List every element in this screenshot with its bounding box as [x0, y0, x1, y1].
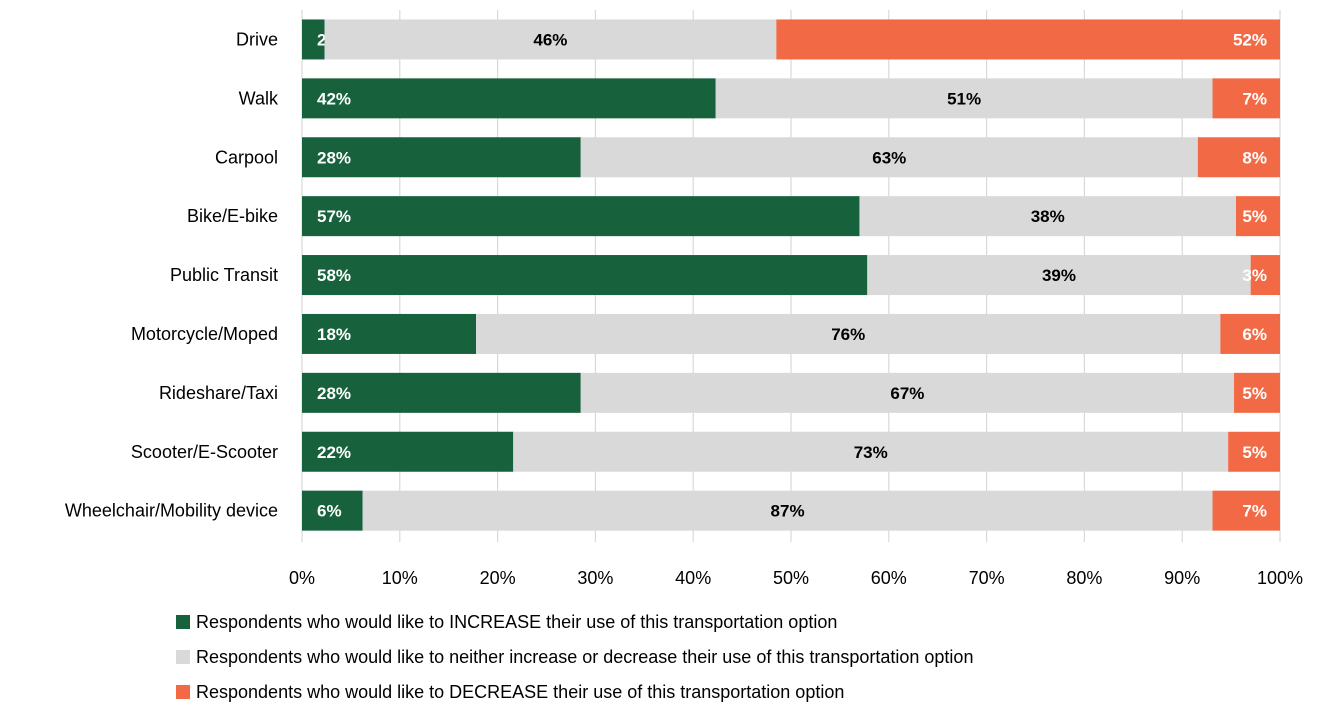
bar-segment [715, 78, 1213, 119]
data-label: 51% [947, 89, 981, 108]
legend-swatch [176, 650, 190, 664]
bar-segment [1212, 490, 1280, 531]
bar-segment [302, 431, 514, 472]
bar-segment [302, 490, 363, 531]
data-label: 7% [1242, 502, 1267, 521]
data-label: 87% [771, 502, 805, 521]
x-tick-label: 70% [969, 568, 1005, 588]
bar-segment [302, 19, 325, 60]
data-label: 42% [317, 89, 351, 108]
data-label: 6% [1242, 325, 1267, 344]
category-label: Carpool [215, 147, 278, 167]
data-label: 5% [1242, 207, 1267, 226]
data-label: 73% [854, 443, 888, 462]
data-label: 6% [317, 502, 342, 521]
legend-label: Respondents who would like to DECREASE t… [196, 682, 844, 702]
category-label: Rideshare/Taxi [159, 383, 278, 403]
bar-segment [302, 137, 581, 178]
x-tick-label: 100% [1257, 568, 1303, 588]
bar-segment [302, 196, 860, 237]
data-label: 63% [872, 148, 906, 167]
data-label: 28% [317, 148, 351, 167]
category-label: Drive [236, 29, 278, 49]
category-label: Public Transit [170, 265, 278, 285]
x-tick-label: 40% [675, 568, 711, 588]
data-label: 52% [1233, 30, 1267, 49]
data-label: 18% [317, 325, 351, 344]
x-tick-label: 30% [577, 568, 613, 588]
data-label: 28% [317, 384, 351, 403]
x-axis-ticks: 0% 10% 20% 30% 40% 50% 60% 70% 80% 90% 100% [289, 568, 1303, 588]
data-label: 39% [1042, 266, 1076, 285]
x-tick-label: 80% [1066, 568, 1102, 588]
bar-segment [362, 490, 1213, 531]
legend: Respondents who would like to INCREASE t… [176, 612, 973, 702]
legend-swatch [176, 685, 190, 699]
category-label: Scooter/E-Scooter [131, 442, 278, 462]
bar-segment [1220, 313, 1280, 354]
bar-segment [302, 78, 716, 119]
data-label: 8% [1242, 148, 1267, 167]
category-label: Motorcycle/Moped [131, 324, 278, 344]
bar-segment [1197, 137, 1280, 178]
data-label: 57% [317, 207, 351, 226]
legend-label: Respondents who would like to neither in… [196, 647, 973, 667]
bar-segment [302, 313, 477, 354]
x-tick-label: 50% [773, 568, 809, 588]
category-labels: Drive Walk Carpool Bike/E-bike Public Transi… [65, 29, 279, 520]
category-label: Bike/E-bike [187, 206, 278, 226]
bar-segment [867, 255, 1251, 296]
data-label: 5% [1242, 443, 1267, 462]
bar-segment [1234, 372, 1280, 413]
bar-segment [1212, 78, 1280, 119]
legend-label: Respondents who would like to INCREASE t… [196, 612, 837, 632]
bars: 2%46%52%42%51%7%28%63%8%57%38%5%58%39%3%… [302, 19, 1280, 531]
bar-segment [580, 137, 1198, 178]
category-label: Wheelchair/Mobility device [65, 501, 278, 521]
bar-segment [1250, 255, 1280, 296]
data-label: 7% [1242, 89, 1267, 108]
bar-segment [324, 19, 777, 60]
bar-segment [476, 313, 1221, 354]
x-tick-label: 0% [289, 568, 315, 588]
bar-segment [580, 372, 1235, 413]
data-label: 58% [317, 266, 351, 285]
data-label: 38% [1031, 207, 1065, 226]
bar-segment [302, 372, 581, 413]
data-label: 22% [317, 443, 351, 462]
data-label: 3% [1242, 266, 1267, 285]
x-tick-label: 60% [871, 568, 907, 588]
x-tick-label: 20% [480, 568, 516, 588]
data-label: 46% [533, 30, 567, 49]
category-label: Walk [239, 88, 279, 108]
legend-swatch [176, 615, 190, 629]
bar-segment [1235, 196, 1280, 237]
bar-segment [859, 196, 1236, 237]
data-label: 5% [1242, 384, 1267, 403]
bar-segment [513, 431, 1229, 472]
bar-segment [1228, 431, 1280, 472]
data-label: 76% [831, 325, 865, 344]
x-tick-label: 90% [1164, 568, 1200, 588]
bar-segment [302, 255, 868, 296]
bar-segment [776, 19, 1280, 60]
data-label: 67% [890, 384, 924, 403]
x-tick-label: 10% [382, 568, 418, 588]
